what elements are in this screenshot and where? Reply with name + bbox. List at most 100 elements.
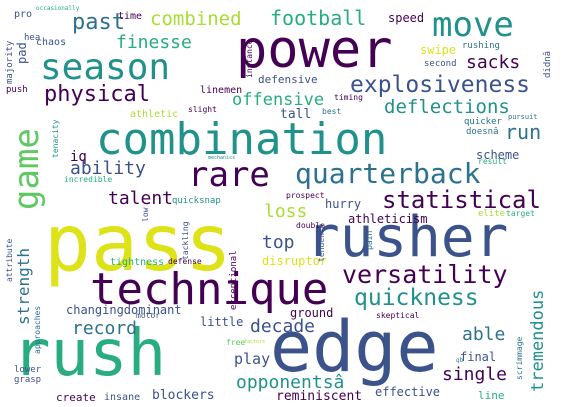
- word-scheme: scheme: [476, 148, 520, 162]
- word-pro: pro: [14, 9, 33, 20]
- word-pad: pad: [15, 42, 29, 64]
- word-line: line: [478, 389, 505, 402]
- word-factors: factors: [244, 339, 266, 345]
- word-run: run: [505, 120, 542, 144]
- word-chaos: chaos: [36, 37, 67, 48]
- word-defense: defense: [168, 257, 202, 266]
- word-record: record: [72, 318, 138, 339]
- word-talent: talent: [108, 188, 174, 209]
- word-create: create: [56, 391, 96, 404]
- word-quicker: quicker: [464, 117, 502, 127]
- word-tackling: tackling: [181, 221, 190, 260]
- word-linemen: linemen: [200, 85, 243, 96]
- word-reminiscent: reminiscent: [276, 389, 363, 404]
- word-timing: timing: [334, 93, 363, 102]
- word-tendency: tendency: [317, 223, 326, 262]
- word-effective: effective: [375, 385, 441, 399]
- word-explosiveness: explosiveness: [350, 72, 531, 98]
- word-occasionally: occasionally: [36, 5, 80, 12]
- word-combined: combined: [150, 8, 242, 30]
- word-double: double: [296, 221, 325, 230]
- word-rush: rush: [12, 317, 167, 391]
- word-combination: combination: [96, 114, 388, 165]
- word-decade: decade: [250, 316, 316, 337]
- word-changingdominant: changingdominant: [66, 303, 182, 317]
- word-season: season: [40, 47, 171, 88]
- word-ability: ability: [70, 158, 146, 179]
- word-final: final: [460, 350, 497, 364]
- word-pass: pass: [44, 199, 232, 289]
- word-athletic: athletic: [130, 109, 179, 120]
- word-prospect: prospect: [286, 191, 325, 200]
- word-opponentsa: opponentsâ: [236, 372, 345, 393]
- word-push: push: [6, 85, 28, 95]
- word-deflections: deflections: [384, 96, 510, 118]
- word-approaches: approaches: [33, 305, 42, 354]
- word-qb: qb: [456, 357, 464, 364]
- word-slight: slight: [188, 105, 217, 114]
- word-statistical: statistical: [382, 186, 541, 214]
- word-play: play: [234, 350, 271, 368]
- word-lower: lower: [14, 365, 42, 375]
- word-iq: iq: [70, 149, 87, 165]
- word-second: second: [424, 59, 457, 69]
- word-top: top: [262, 232, 295, 253]
- word-instance: instance: [245, 39, 254, 78]
- word-move: move: [432, 5, 514, 45]
- word-elite: elite: [478, 209, 506, 219]
- word-edge: edge: [270, 306, 439, 388]
- word-didna: didnâ: [543, 50, 553, 78]
- word-technique: technique: [90, 264, 329, 315]
- word-target: target: [506, 209, 535, 218]
- word-tightness: tightness: [110, 257, 165, 268]
- word-rare: rare: [188, 155, 270, 195]
- word-sacks: sacks: [466, 52, 521, 73]
- word-motor: motor: [136, 311, 161, 320]
- word-rushing: rushing: [462, 41, 500, 51]
- word-past: past: [72, 10, 125, 35]
- word-skeptical: skeptical: [376, 311, 420, 320]
- word-athleticism: athleticism: [348, 212, 428, 226]
- word-tremendous: tremendous: [528, 289, 548, 392]
- word-power: power: [236, 20, 393, 80]
- word-grasp: grasp: [14, 375, 42, 385]
- word-ground: ground: [290, 306, 334, 320]
- word-quarterback: quarterback: [295, 157, 481, 190]
- word-pain: pain: [365, 230, 374, 250]
- word-attribute: attribute: [5, 238, 14, 282]
- word-physical: physical: [44, 82, 150, 107]
- word-pursuit: pursuit: [508, 113, 538, 121]
- word-finesse: finesse: [116, 32, 192, 53]
- word-able: able: [462, 324, 506, 345]
- word-loss: loss: [264, 201, 308, 222]
- word-exceptional: exceptional: [229, 250, 239, 310]
- word-scrimmage: scrimmage: [515, 336, 524, 380]
- word-defensive: defensive: [258, 73, 318, 86]
- word-doesna: doesnâ: [466, 127, 499, 137]
- word-quickness: quickness: [354, 285, 479, 311]
- word-offensive: offensive: [232, 90, 325, 110]
- word-mechanics: mechanics: [208, 155, 236, 161]
- word-disruptor: disruptor: [262, 254, 328, 268]
- word-strength: strength: [14, 247, 33, 325]
- word-versatility: versatility: [342, 260, 508, 289]
- word-speed: speed: [388, 11, 425, 25]
- word-free: free: [226, 338, 246, 347]
- word-swipe: swipe: [420, 43, 457, 57]
- word-hurry: hurry: [325, 197, 362, 211]
- word-time: time: [118, 11, 143, 22]
- word-tenacity: tenacity: [51, 119, 60, 158]
- word-little: little: [200, 315, 244, 329]
- word-game: game: [7, 128, 47, 210]
- word-football: football: [270, 6, 367, 30]
- word-incredible: incredible: [64, 175, 113, 184]
- word-rusher: rusher: [306, 205, 509, 270]
- word-low: low: [141, 207, 150, 222]
- word-best: best: [322, 107, 342, 116]
- word-majority: majority: [5, 40, 15, 84]
- word-single: single: [442, 364, 508, 385]
- word-blockers: blockers: [152, 388, 215, 403]
- word-result: result: [478, 157, 507, 166]
- word-insane: insane: [104, 392, 141, 403]
